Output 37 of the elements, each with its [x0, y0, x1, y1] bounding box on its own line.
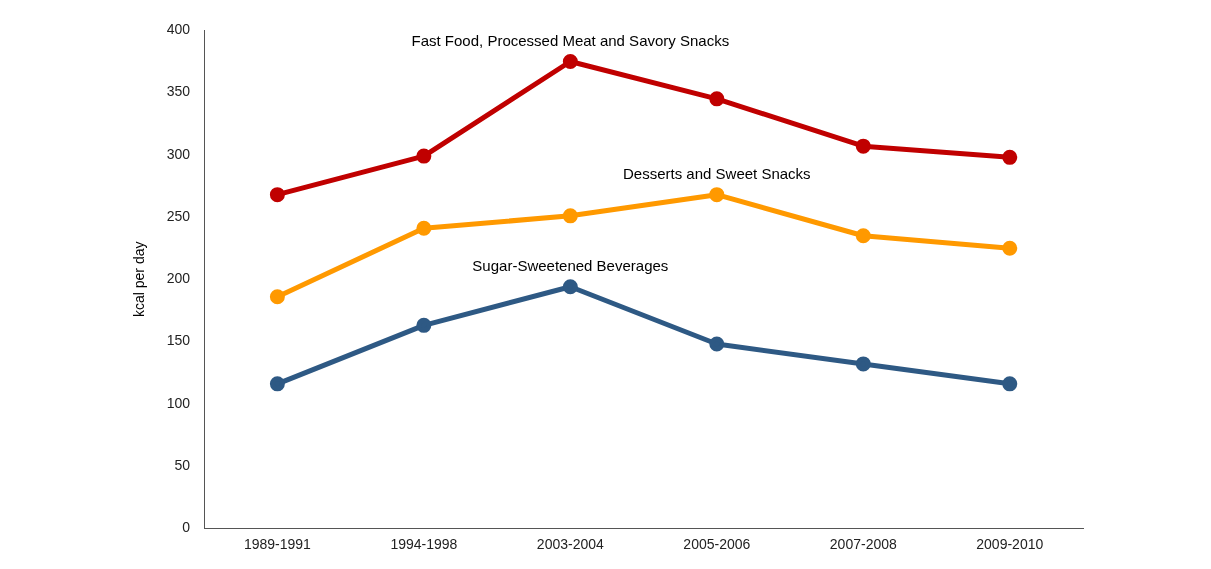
- point: [855, 228, 871, 244]
- point: [269, 289, 285, 305]
- y-axis-title: kcal per day: [131, 241, 148, 318]
- point: [416, 220, 432, 236]
- point: [855, 356, 871, 372]
- y-tick-label: 150: [166, 332, 191, 349]
- series-label: Sugar-Sweetened Beverages: [472, 257, 669, 275]
- point: [562, 208, 578, 224]
- point: [1002, 149, 1018, 165]
- x-tick-label: 1994-1998: [390, 536, 458, 553]
- point: [416, 148, 432, 164]
- y-tick-label: 0: [182, 519, 191, 536]
- y-tick-label: 400: [166, 21, 191, 38]
- x-tick-label: 2009-2010: [976, 536, 1044, 553]
- point: [416, 317, 432, 333]
- y-tick-label: 50: [174, 456, 191, 473]
- point: [269, 376, 285, 392]
- point: [709, 91, 725, 107]
- series-label: Desserts and Sweet Snacks: [623, 165, 811, 183]
- x-tick-label: 1989-1991: [243, 536, 312, 553]
- y-tick-label: 300: [166, 145, 191, 162]
- point: [1002, 240, 1018, 256]
- y-tick-label: 200: [166, 270, 191, 287]
- point: [709, 336, 725, 352]
- point: [269, 187, 285, 203]
- point: [562, 279, 578, 295]
- x-tick-label: 2003-2004: [536, 536, 605, 553]
- point: [709, 187, 725, 203]
- y-tick-label: 250: [166, 207, 191, 224]
- point: [855, 138, 871, 154]
- x-tick-label: 2007-2008: [829, 536, 897, 553]
- x-tick-label: 2005-2006: [683, 536, 751, 553]
- y-tick-label: 100: [166, 394, 191, 411]
- point: [562, 54, 578, 70]
- series-label: Fast Food, Processed Meat and Savory Snacks: [411, 32, 730, 50]
- point: [1002, 376, 1018, 392]
- y-tick-label: 350: [166, 83, 191, 100]
